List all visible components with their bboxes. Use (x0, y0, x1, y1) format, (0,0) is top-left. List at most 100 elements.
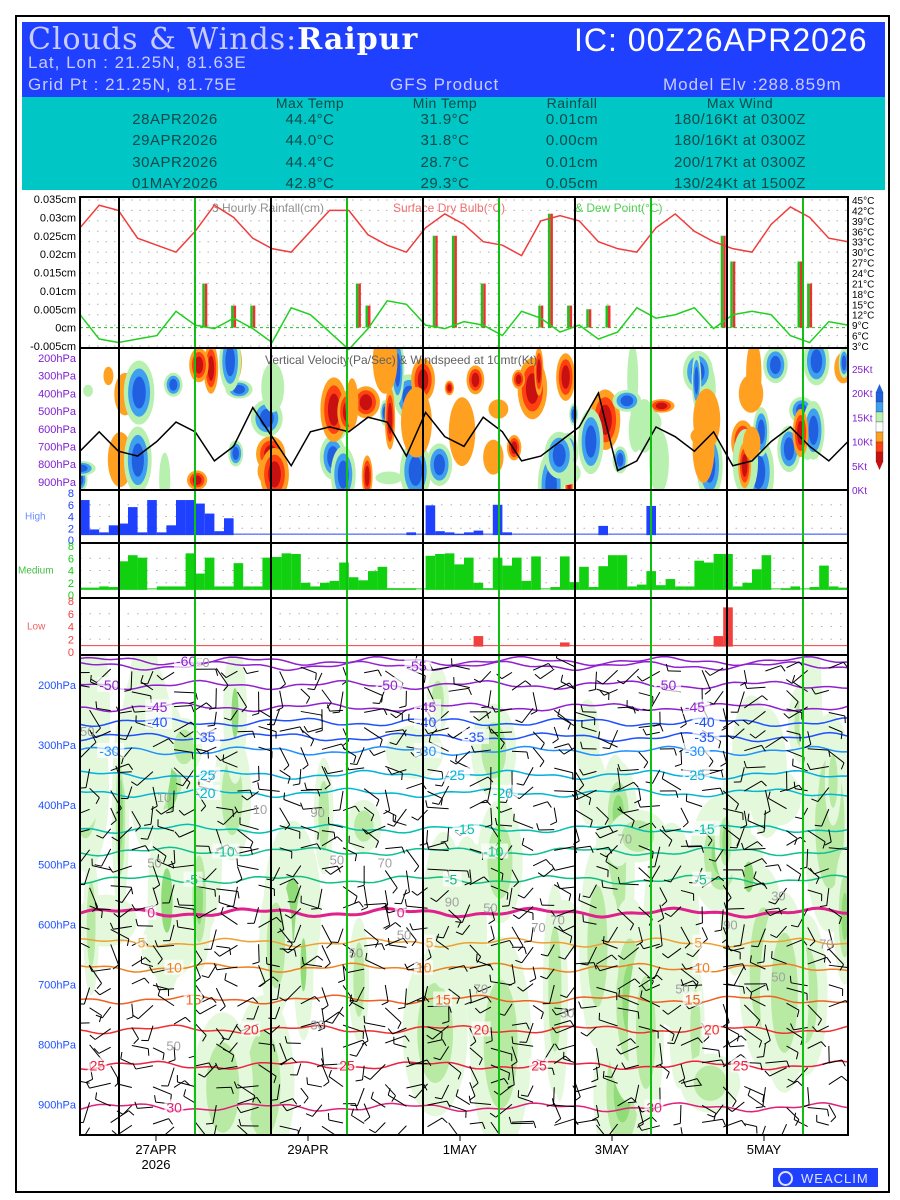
wind-barb-feather (387, 1088, 391, 1096)
wind-barb-feather (279, 683, 286, 689)
summary-min-cell: 31.9°C (420, 111, 470, 128)
rh-label: 50 (349, 946, 363, 961)
wind-barb (182, 767, 196, 787)
velocity-cell (841, 355, 847, 371)
wind-barb-feather (617, 955, 625, 960)
wind-barb (744, 1085, 764, 1096)
wind-barb-feather (534, 673, 541, 680)
wind-barb (753, 877, 766, 887)
wind-barb-feather (424, 996, 430, 1003)
wind-barb-feather (457, 1072, 462, 1080)
wind-barb-feather (675, 790, 679, 798)
medium-cloud-bar (579, 566, 589, 590)
wind-barb (540, 668, 555, 680)
medium-cloud-bar (80, 587, 90, 590)
rain-bar (454, 235, 457, 328)
wind-barb-feather (302, 764, 309, 770)
wind-barb (750, 984, 766, 993)
wind-barb-feather (175, 782, 183, 787)
summary-min-cell: 28.7°C (420, 153, 470, 171)
wind-barb-feather (448, 1005, 452, 1013)
wind-barb-feather (634, 978, 641, 984)
wind-barb-feather (707, 839, 713, 847)
wind-barb-feather (293, 878, 299, 885)
medium-cloud-bar (176, 586, 186, 590)
wind-barb (596, 986, 617, 994)
wind-barb (680, 889, 694, 895)
wind-barb-feather (317, 955, 324, 961)
wind-barb-feather (777, 864, 782, 872)
wind-barb (828, 1075, 842, 1086)
pressure-tick-label: 700hPa (38, 980, 77, 992)
wind-barb-feather (523, 947, 527, 955)
wind-barb-feather (659, 724, 664, 732)
wind-barb-feather (121, 757, 124, 765)
wind-barb-feather (569, 1020, 575, 1027)
wind-barb-feather (444, 842, 450, 849)
wind-barb-feather (589, 846, 594, 853)
wind-barb-feather (120, 1051, 123, 1060)
wind-barb-feather (155, 983, 160, 991)
medium-cloud-bar (819, 565, 829, 590)
wind-barb (654, 846, 661, 867)
wind-barb (816, 1121, 829, 1126)
wind-barb-feather (233, 1081, 238, 1089)
isotherm-label: 30 (646, 1099, 662, 1115)
medium-cloud-bar (89, 587, 100, 590)
wind-barb-feather (101, 911, 103, 919)
wind-barb (237, 864, 259, 871)
wind-barb-feather (176, 898, 180, 906)
wind-barb (556, 1007, 576, 1016)
medium-cloud-bar (396, 588, 407, 590)
medium-cloud-bar (348, 577, 359, 590)
isotherm-label-bg (164, 959, 184, 975)
windspeed-tick-label: 5Kt (852, 462, 867, 473)
wind-barb-feather (560, 994, 567, 998)
wind-barb-feather (236, 1106, 242, 1113)
wind-barb (89, 965, 102, 984)
wind-barb (228, 1023, 238, 1040)
wind-barb (478, 711, 492, 721)
wind-barb-feather (338, 1011, 345, 1017)
wind-barb-feather (96, 983, 102, 989)
wind-barb (743, 670, 748, 683)
wind-barb-feather (135, 826, 141, 832)
wind-barb-feather (475, 953, 478, 961)
wind-barb (296, 1063, 302, 1076)
wind-barb (744, 858, 763, 868)
wind-barb-feather (578, 893, 581, 901)
wind-barb (246, 791, 259, 801)
wind-barb (218, 901, 238, 909)
wind-barb (793, 1067, 809, 1083)
rain-bar (540, 305, 544, 328)
wind-barb (451, 664, 470, 670)
wind-barb (665, 828, 682, 833)
wind-barb-feather (354, 1103, 358, 1111)
rh-label: 10 (157, 790, 171, 805)
wind-barb (469, 989, 472, 1002)
wind-barb-feather (786, 1060, 790, 1068)
medium-tick-label: 8 (68, 541, 74, 553)
velocity-cell (649, 429, 669, 490)
wind-barb-feather (144, 977, 150, 984)
wind-barb (237, 1083, 256, 1097)
wind-barb-feather (305, 1113, 313, 1117)
isotherm-label-bg (414, 714, 441, 730)
wind-barb-feather (595, 832, 601, 839)
summary-max-cell: 44.4°C (285, 111, 335, 128)
velocity-cell (483, 439, 504, 475)
wind-barb-feather (157, 988, 161, 996)
wind-barb (152, 1086, 172, 1095)
wind-barb-feather (703, 1036, 710, 1042)
wind-barb-feather (287, 901, 295, 903)
wind-barb-feather (718, 741, 722, 749)
temp-tick-label: 27°C (852, 259, 874, 270)
wind-barb (131, 691, 151, 697)
wind-barb (287, 943, 302, 954)
rain-tick-label: 0.025cm (34, 231, 76, 243)
wind-barb (328, 1119, 344, 1124)
wind-barb-feather (283, 792, 286, 800)
wind-barb-feather (826, 1109, 830, 1117)
wind-barb-feather (747, 813, 750, 821)
wind-barb (453, 683, 470, 689)
